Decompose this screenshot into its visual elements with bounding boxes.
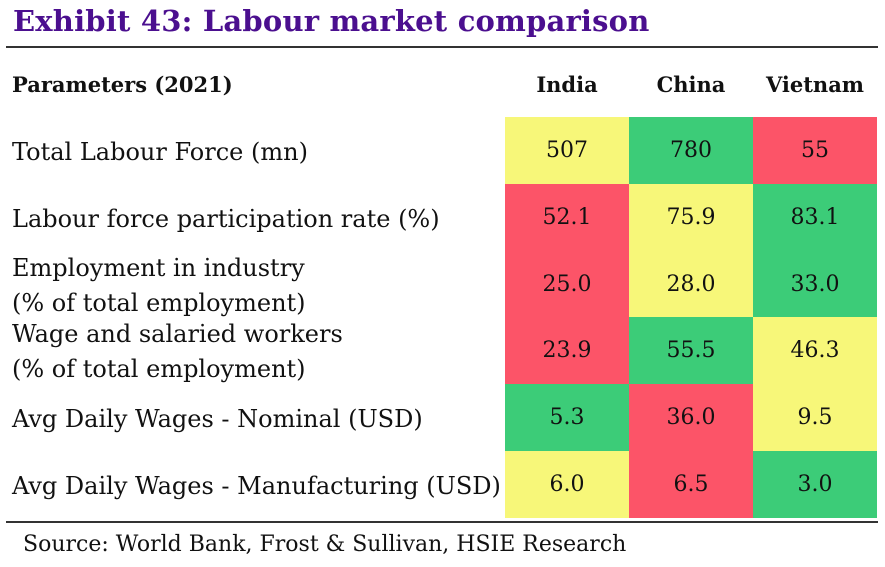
value-cell-china: 75.9	[629, 184, 753, 251]
table-row: Wage and salaried workers (% of total emp…	[0, 317, 885, 384]
value-cell-india: 25.0	[505, 251, 629, 317]
country-header-india: India	[536, 72, 598, 97]
value-cell-vietnam: 83.1	[753, 184, 877, 251]
value-cell-china: 6.5	[629, 451, 753, 518]
value-cell-india: 6.0	[505, 451, 629, 518]
row-label-line: Labour force participation rate (%)	[12, 205, 440, 233]
row-label-line: Total Labour Force (mn)	[12, 138, 308, 166]
table-row: Labour force participation rate (%) 52.1 7…	[0, 184, 885, 251]
value-cell-china: 55.5	[629, 317, 753, 384]
row-label: Employment in industry (% of total employ…	[12, 253, 306, 318]
country-header-vietnam: Vietnam	[765, 72, 865, 97]
country-header-china: China	[656, 72, 726, 97]
row-label: Avg Daily Wages - Nominal (USD)	[12, 404, 423, 434]
value-cell-china: 780	[629, 117, 753, 184]
source-note: Source: World Bank, Frost & Sullivan, HS…	[23, 532, 627, 557]
row-label: Wage and salaried workers (% of total emp…	[12, 319, 343, 384]
row-label-line: (% of total employment)	[12, 355, 306, 383]
row-label-line: Avg Daily Wages - Manufacturing (USD)	[12, 472, 501, 500]
parameters-header: Parameters (2021)	[12, 72, 233, 97]
bottom-rule	[6, 521, 878, 523]
row-label: Labour force participation rate (%)	[12, 204, 440, 234]
top-rule	[6, 46, 878, 48]
row-label-line: (% of total employment)	[12, 289, 306, 317]
table-row: Avg Daily Wages - Manufacturing (USD) 6.0…	[0, 451, 885, 518]
table-row: Employment in industry (% of total employ…	[0, 251, 885, 317]
value-cell-vietnam: 33.0	[753, 251, 877, 317]
row-label-line: Employment in industry	[12, 254, 305, 282]
value-cell-vietnam: 3.0	[753, 451, 877, 518]
row-label-line: Avg Daily Wages - Nominal (USD)	[12, 405, 423, 433]
exhibit-title: Exhibit 43: Labour market comparison	[13, 4, 650, 38]
value-cell-india: 23.9	[505, 317, 629, 384]
value-cell-india: 5.3	[505, 384, 629, 451]
value-cell-india: 52.1	[505, 184, 629, 251]
value-cell-vietnam: 55	[753, 117, 877, 184]
row-label: Total Labour Force (mn)	[12, 137, 308, 167]
row-label-line: Wage and salaried workers	[12, 320, 343, 348]
value-cell-vietnam: 46.3	[753, 317, 877, 384]
value-cell-china: 28.0	[629, 251, 753, 317]
value-cell-vietnam: 9.5	[753, 384, 877, 451]
row-label: Avg Daily Wages - Manufacturing (USD)	[12, 471, 501, 501]
value-cell-india: 507	[505, 117, 629, 184]
table-row: Total Labour Force (mn) 507 780 55	[0, 117, 885, 184]
table-row: Avg Daily Wages - Nominal (USD) 5.3 36.0 9.…	[0, 384, 885, 451]
value-cell-china: 36.0	[629, 384, 753, 451]
